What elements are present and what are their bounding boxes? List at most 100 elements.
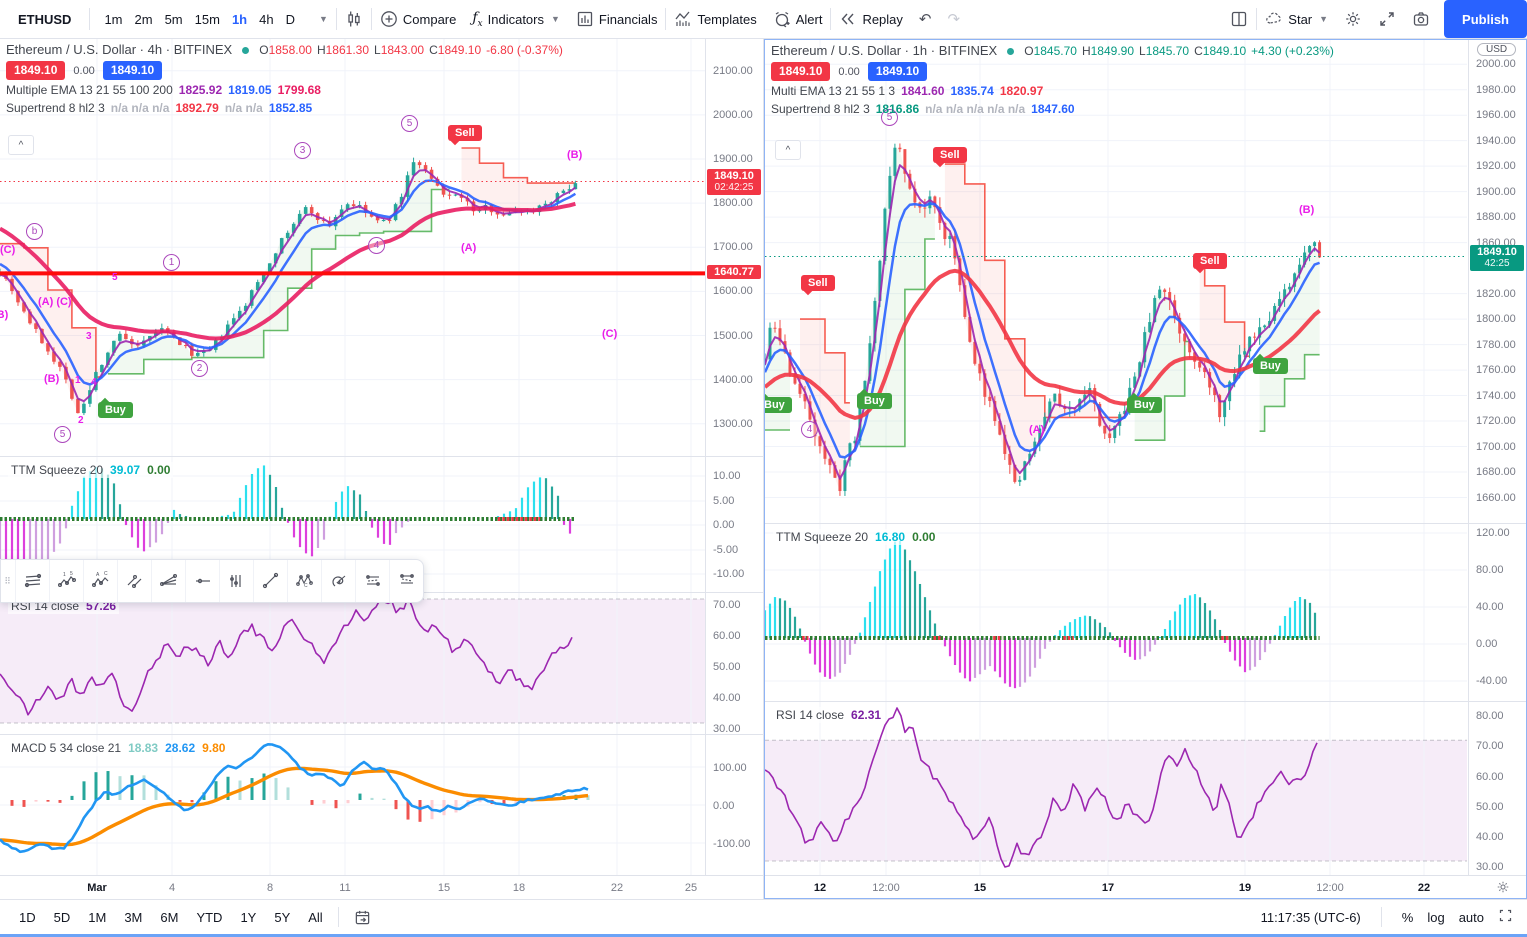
tool-trend-segments[interactable] [117, 560, 151, 602]
chart-style-button[interactable] [337, 5, 371, 33]
timeframe-1h[interactable]: 1h [231, 11, 248, 27]
right-price-chart[interactable] [765, 40, 1467, 523]
tool-spiral[interactable] [321, 560, 355, 602]
range-6M[interactable]: 6M [160, 909, 179, 925]
right-time-axis[interactable]: 12 12:00 15 17 19 12:00 22 [765, 875, 1526, 902]
compare-button[interactable]: Compare [372, 5, 464, 33]
right-rsi-chart[interactable] [765, 702, 1467, 875]
indicator-row-0[interactable]: Multi EMA 13 21 55 1 3 1841.60 1835.74 1820… [771, 84, 1044, 99]
right-sell-price-badge[interactable]: 1849.10 [771, 62, 831, 82]
clock[interactable]: 11:17:35 (UTC-6) [1260, 909, 1361, 925]
templates-button[interactable]: Templates [666, 5, 764, 33]
price-tick: 1680.00 [1476, 466, 1516, 479]
left-macd-chart[interactable] [0, 735, 706, 875]
layout-icon [1232, 11, 1247, 27]
left-price-pane: 2100.00 2000.00 1900.00 1800.00 1700.00 1600.… [0, 39, 763, 456]
settings-button[interactable] [1336, 5, 1370, 33]
range-1Y[interactable]: 1Y [240, 909, 257, 925]
right-price-axis[interactable]: 2000.00 1980.00 1960.00 1940.00 1920.00 1900.… [1468, 40, 1526, 523]
market-status-dot [242, 46, 250, 54]
left-macd-axis[interactable]: 100.00 0.00 -100.00 [705, 735, 763, 875]
replay-button[interactable]: Replay [831, 5, 910, 33]
tool-short-position[interactable] [389, 560, 423, 602]
usd-currency-button[interactable]: USD [1477, 43, 1517, 56]
left-sell-price-badge[interactable]: 1849.10 [6, 61, 66, 81]
left-price-chart[interactable] [0, 39, 706, 456]
rsi-tick: 50.00 [1476, 801, 1504, 813]
left-time-axis[interactable]: Mar 4 8 11 15 18 22 25 [0, 875, 763, 902]
percent-scale-button[interactable]: % [1401, 909, 1414, 925]
maximize-chart-button[interactable] [1498, 908, 1513, 926]
time-tick: 18 [512, 882, 526, 894]
right-price-pane: 2000.00 1980.00 1960.00 1940.00 1920.00 1900.… [765, 40, 1526, 523]
right-ttm-label[interactable]: TTM Squeeze 20 16.80 0.00 [773, 529, 939, 545]
left-macd-label[interactable]: MACD 5 34 close 21 18.83 28.62 9.80 [8, 740, 229, 756]
left-ttm-label[interactable]: TTM Squeeze 20 39.07 0.00 [8, 462, 174, 478]
right-ttm-chart[interactable] [765, 524, 1467, 701]
tool-xabcd-pattern[interactable]: C [287, 560, 321, 602]
layout-button[interactable] [1222, 5, 1256, 33]
right-rsi-axis[interactable]: 80.00 70.00 60.00 50.00 40.00 30.00 [1468, 702, 1526, 875]
financials-button[interactable]: Financials [568, 5, 666, 33]
timeframe-15m[interactable]: 15m [194, 11, 220, 27]
toolbar-drag-handle[interactable]: ⠿ [4, 575, 12, 586]
timeframe-5m[interactable]: 5m [164, 11, 183, 27]
range-5D[interactable]: 5D [53, 909, 71, 925]
range-5Y[interactable]: 5Y [274, 909, 291, 925]
tool-long-position[interactable] [355, 560, 389, 602]
right-buy-price-badge[interactable]: 1849.10 [867, 62, 928, 82]
timeframe-dropdown[interactable]: ▼ [318, 14, 328, 24]
indicators-button[interactable]: ƒx Indicators ▼ [472, 9, 560, 29]
time-tick: 12 [813, 882, 827, 894]
redo-button[interactable]: ↷ [939, 5, 968, 33]
left-buy-price-badge[interactable]: 1849.10 [102, 61, 163, 81]
left-symbol-title[interactable]: Ethereum / U.S. Dollar · 4h · BITFINEX [6, 42, 233, 57]
right-symbol-title[interactable]: Ethereum / U.S. Dollar · 1h · BITFINEX [771, 43, 998, 58]
symbol-button[interactable]: ETHUSD [18, 11, 72, 27]
timeframe-1m[interactable]: 1m [104, 11, 123, 27]
left-price-axis[interactable]: 2100.00 2000.00 1900.00 1800.00 1700.00 1600.… [705, 39, 763, 456]
right-rsi-label[interactable]: RSI 14 close 62.31 [773, 707, 885, 723]
price-tick: 1960.00 [1476, 109, 1516, 122]
undo-button[interactable]: ↶ [911, 5, 940, 33]
indicator-row-1[interactable]: Supertrend 8 hl2 3 n/a n/a n/a 1892.79 n/a … [6, 100, 313, 115]
alert-button[interactable]: Alert [765, 5, 831, 33]
collapse-legend-button[interactable]: ^ [8, 135, 34, 155]
undo-icon: ↶ [918, 11, 932, 28]
left-rsi-chart[interactable] [0, 593, 706, 734]
market-status-dot [1007, 47, 1015, 55]
range-1D[interactable]: 1D [19, 909, 36, 925]
timeframe-2m[interactable]: 2m [134, 11, 153, 27]
indicator-row-1[interactable]: Supertrend 8 hl2 3 1816.86 n/a n/a n/a n/a… [771, 101, 1075, 116]
tool-trend-line[interactable] [253, 560, 287, 602]
pane-settings-gear-icon[interactable] [1496, 880, 1510, 897]
range-1M[interactable]: 1M [88, 909, 107, 925]
time-tick: 15 [973, 882, 987, 894]
publish-button[interactable]: Publish [1444, 0, 1527, 38]
log-scale-button[interactable]: log [1427, 909, 1445, 925]
tool-fan-lines[interactable] [151, 560, 185, 602]
range-All[interactable]: All [308, 909, 323, 925]
tool-vertical-pattern[interactable] [219, 560, 253, 602]
snapshot-button[interactable] [1404, 5, 1438, 33]
range-3M[interactable]: 3M [124, 909, 143, 925]
collapse-legend-button[interactable]: ^ [775, 140, 801, 160]
range-YTD[interactable]: YTD [196, 909, 223, 925]
left-rsi-axis[interactable]: 70.00 60.00 50.00 40.00 30.00 [705, 593, 763, 734]
right-ttm-axis[interactable]: 120.00 80.00 40.00 0.00 -40.00 [1468, 524, 1526, 701]
indicator-row-0[interactable]: Multiple EMA 13 21 55 100 200 1825.92 1819… [6, 83, 321, 98]
tool-horizontal-ray[interactable] [185, 560, 219, 602]
horizontal-ray-icon [195, 578, 210, 584]
svg-text:C: C [104, 571, 108, 577]
auto-scale-button[interactable]: auto [1458, 909, 1484, 925]
left-ttm-axis[interactable]: 10.00 5.00 0.00 -5.00 -10.00 [705, 457, 763, 592]
go-to-date-button[interactable] [345, 904, 380, 930]
timeframe-4h[interactable]: 4h [259, 11, 274, 27]
timeframe-D[interactable]: D [285, 11, 295, 27]
tool-parallel-lines[interactable] [15, 560, 49, 602]
save-layout-button[interactable]: Star ▼ [1257, 5, 1336, 33]
fullscreen-button[interactable] [1370, 5, 1404, 33]
right-rsi-pane: 80.00 70.00 60.00 50.00 40.00 30.00 RSI 14 cl… [765, 701, 1526, 875]
